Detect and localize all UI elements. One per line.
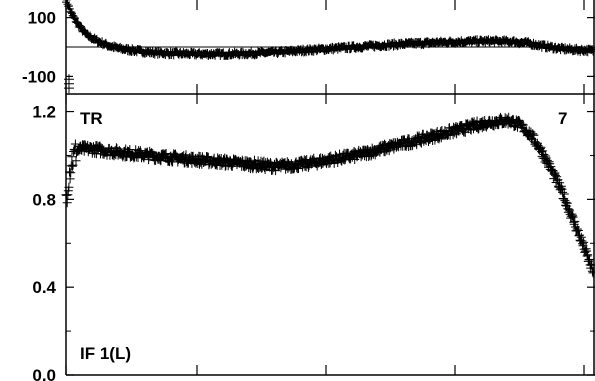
data-point <box>551 170 560 180</box>
data-point <box>583 250 593 260</box>
data-point <box>294 164 303 173</box>
data-point <box>64 182 74 192</box>
data-point <box>570 216 580 226</box>
data-point <box>572 224 582 234</box>
data-point <box>179 151 189 161</box>
data-point <box>71 156 81 166</box>
main-series <box>61 112 595 278</box>
data-point <box>62 0 71 4</box>
data-point <box>569 217 579 227</box>
y-tick-label: 1.2 <box>32 103 56 122</box>
data-point <box>575 230 584 240</box>
data-point <box>166 155 176 165</box>
data-point <box>588 268 595 278</box>
data-point <box>581 244 591 254</box>
data-point <box>63 0 72 9</box>
data-point <box>587 266 595 276</box>
data-point <box>67 152 77 162</box>
data-point <box>559 189 569 199</box>
data-point <box>528 129 538 139</box>
panel-label-tr: TR <box>80 109 103 128</box>
data-point <box>587 45 595 54</box>
data-point <box>95 141 105 151</box>
residual-series <box>62 0 595 94</box>
data-point <box>562 198 572 208</box>
data-point <box>518 120 528 130</box>
data-point <box>366 151 376 161</box>
data-point <box>568 212 578 222</box>
axes-frame <box>65 0 595 376</box>
data-point <box>544 157 554 167</box>
data-point <box>62 198 72 208</box>
data-point <box>566 211 576 221</box>
panel-label-bottom: IF 1(L) <box>80 344 131 363</box>
y-tick-label: 0.4 <box>32 278 56 297</box>
data-point <box>552 175 562 185</box>
data-point <box>589 47 595 56</box>
data-point <box>538 146 548 156</box>
data-point <box>361 145 371 155</box>
data-point <box>240 162 250 172</box>
data-point <box>62 190 72 200</box>
data-point <box>564 204 574 214</box>
data-point <box>517 119 527 129</box>
data-point <box>67 161 77 171</box>
data-point <box>574 231 584 241</box>
data-point <box>70 139 80 149</box>
data-point <box>536 142 546 152</box>
data-point <box>556 183 566 193</box>
data-point <box>541 151 551 161</box>
data-point <box>64 83 74 94</box>
data-point <box>271 166 281 176</box>
data-point <box>65 167 74 177</box>
data-point <box>69 12 78 21</box>
data-point <box>585 254 594 264</box>
y-tick-label: 0.0 <box>32 366 56 381</box>
data-point <box>576 232 586 242</box>
data-point <box>66 161 76 171</box>
data-point <box>568 211 577 221</box>
main-panel-ticks: 1.2 0.8 0.4 0.0 <box>32 103 595 381</box>
data-point <box>586 260 595 270</box>
data-point <box>550 168 560 178</box>
data-point <box>66 168 76 178</box>
data-point <box>579 237 589 247</box>
panel-label-right: 7 <box>558 109 567 128</box>
data-point <box>65 174 75 184</box>
y-tick-label: 100 <box>28 9 56 28</box>
data-point <box>135 146 145 156</box>
data-point <box>155 155 165 165</box>
y-tick-label: -100 <box>22 67 56 86</box>
y-tick-label: 0.8 <box>32 190 56 209</box>
